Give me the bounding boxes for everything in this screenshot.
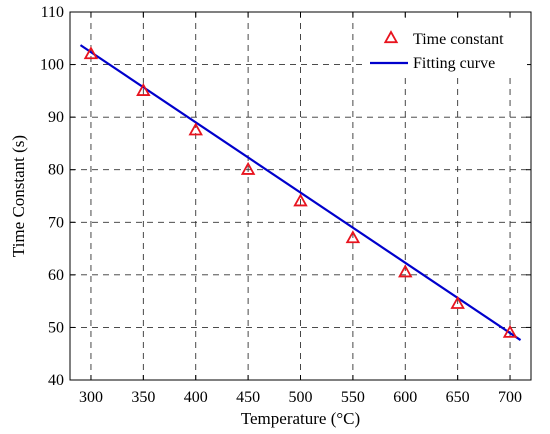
- y-tick-label-110: 110: [41, 4, 64, 21]
- x-tick-label-550: 550: [341, 389, 365, 406]
- y-tick-label-100: 100: [40, 57, 64, 74]
- legend: Time constant Fitting curve: [365, 22, 527, 78]
- x-tick-label-300: 300: [79, 389, 103, 406]
- data-point-650: [450, 295, 465, 309]
- plot-area: [79, 44, 522, 341]
- legend-marker-triangle: [383, 30, 399, 44]
- legend-label-fitting-curve: Fitting curve: [413, 55, 495, 72]
- x-tick-label-350: 350: [131, 389, 155, 406]
- x-tick-label-600: 600: [393, 389, 417, 406]
- legend-box: [365, 22, 527, 78]
- data-point-400: [188, 122, 203, 136]
- y-tick-label-90: 90: [48, 109, 64, 126]
- data-point-600: [398, 264, 413, 278]
- y-tick-label-50: 50: [48, 319, 64, 336]
- y-tick-label-40: 40: [48, 372, 64, 389]
- x-tick-label-650: 650: [446, 389, 470, 406]
- data-point-350: [136, 83, 151, 96]
- data-point-300: [83, 46, 99, 60]
- data-point-700: [502, 324, 518, 338]
- data-point-550: [345, 230, 361, 244]
- x-axis-label: Temperature (°C): [241, 409, 360, 428]
- x-tick-label-400: 400: [184, 389, 208, 406]
- fitting-curve-line: [79, 44, 522, 341]
- x-tick-label-450: 450: [236, 389, 260, 406]
- y-axis-label: Time Constant (s): [9, 135, 28, 257]
- data-point-450: [240, 161, 256, 175]
- y-tick-label-80: 80: [48, 162, 64, 179]
- legend-label-time-constant: Time constant: [413, 31, 504, 48]
- data-point-500: [293, 193, 308, 207]
- axis-ticks: 300 350 400 450 500 550 600 650 700 40 50 60 70 80 90 1…: [40, 4, 531, 406]
- y-tick-label-60: 60: [48, 267, 64, 284]
- y-tick-label-70: 70: [48, 214, 64, 231]
- x-tick-label-500: 500: [289, 389, 313, 406]
- x-tick-label-700: 700: [498, 389, 522, 406]
